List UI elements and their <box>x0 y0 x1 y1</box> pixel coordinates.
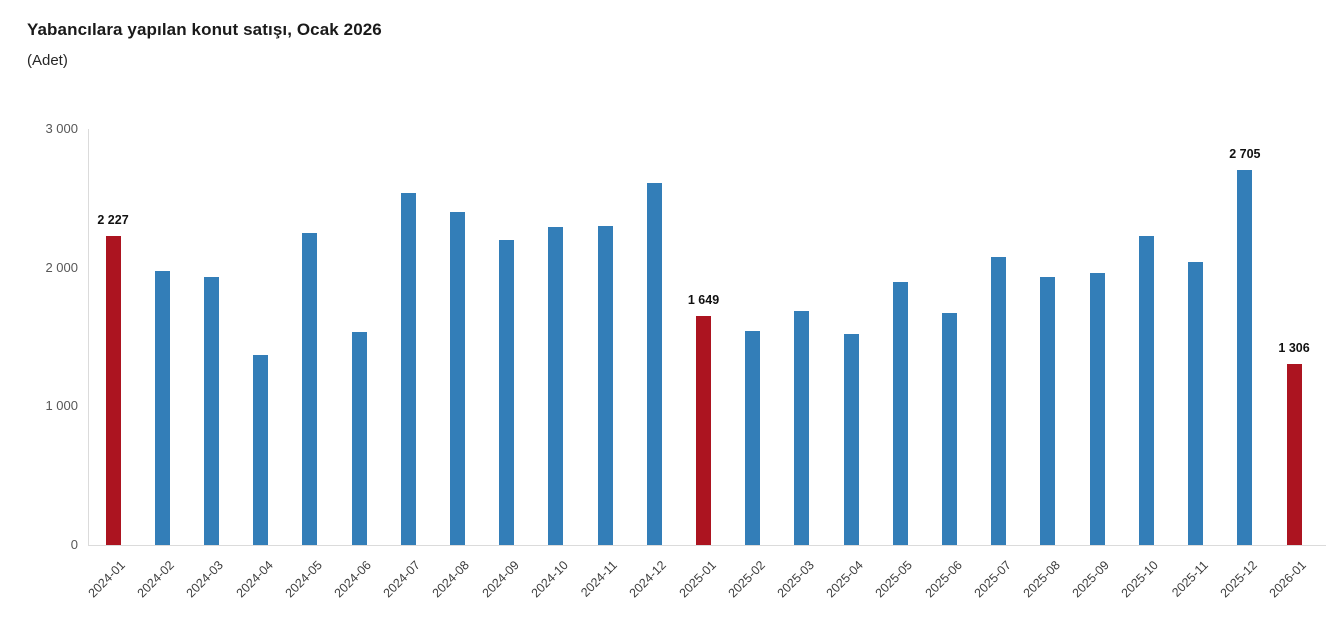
x-axis-tick-label: 2025-09 <box>1069 558 1113 601</box>
bar[interactable] <box>154 271 170 545</box>
x-axis-tick-label: 2024-08 <box>430 558 473 601</box>
x-axis-tick-label: 2025-11 <box>1168 558 1211 600</box>
x-axis-tick-label: 2025-08 <box>1020 558 1063 601</box>
x-axis-tick-label: 2025-10 <box>1118 558 1162 601</box>
bar[interactable] <box>1138 235 1154 545</box>
bar[interactable] <box>449 212 465 545</box>
bar[interactable] <box>1237 169 1253 545</box>
x-axis-baseline <box>88 545 1326 546</box>
bar[interactable] <box>597 226 613 545</box>
x-axis-tick-label: 2025-03 <box>774 558 817 601</box>
x-axis-tick-label: 2024-01 <box>85 558 128 601</box>
bar[interactable] <box>646 183 662 545</box>
x-axis-tick-label: 2026-01 <box>1266 558 1309 601</box>
bar[interactable] <box>105 236 121 545</box>
bar[interactable] <box>203 277 219 545</box>
x-axis-tick-label: 2025-04 <box>823 558 867 601</box>
bar[interactable] <box>942 313 958 545</box>
bar[interactable] <box>794 310 810 545</box>
y-axis-tick-label: 0 <box>70 537 78 552</box>
bar[interactable] <box>1286 363 1302 545</box>
bar[interactable] <box>745 330 761 545</box>
bar[interactable] <box>400 193 416 545</box>
y-axis-tick-label: 1 000 <box>45 398 78 414</box>
bar[interactable] <box>843 333 859 545</box>
bar-value-label: 2 227 <box>97 213 129 228</box>
x-axis-tick-label: 2024-02 <box>134 558 178 601</box>
bar[interactable] <box>1188 262 1204 545</box>
x-axis-tick-label: 2024-06 <box>331 558 374 601</box>
x-axis-tick-label: 2024-10 <box>528 558 571 601</box>
x-axis-tick-label: 2024-07 <box>380 558 424 601</box>
chart-subtitle: (Adet) <box>27 52 68 69</box>
bar-value-label: 1 306 <box>1278 340 1310 355</box>
y-axis-line <box>88 129 89 545</box>
bar[interactable] <box>548 227 564 545</box>
bar-value-label: 2 705 <box>1229 146 1261 161</box>
bar[interactable] <box>991 257 1007 545</box>
y-axis-tick-label: 2 000 <box>45 259 78 275</box>
x-axis-tick-label: 2025-01 <box>676 558 719 601</box>
y-axis-tick-label: 3 000 <box>45 121 78 136</box>
x-axis-tick-label: 2024-05 <box>282 558 325 601</box>
x-axis-tick-label: 2025-12 <box>1217 558 1260 601</box>
x-axis-tick-label: 2024-09 <box>479 558 522 601</box>
x-axis-tick-label: 2025-06 <box>922 558 965 601</box>
bar[interactable] <box>499 239 515 545</box>
x-axis-tick-label: 2025-05 <box>872 558 916 601</box>
bar[interactable] <box>696 316 712 545</box>
bar[interactable] <box>253 355 269 545</box>
x-axis-tick-label: 2024-12 <box>626 558 670 601</box>
x-axis-tick-label: 2024-04 <box>233 558 276 601</box>
x-axis-tick-label: 2025-07 <box>971 558 1014 601</box>
bar[interactable] <box>302 233 318 545</box>
bar[interactable] <box>1040 277 1056 545</box>
x-axis-tick-label: 2024-11 <box>578 558 620 600</box>
chart-title: Yabancılara yapılan konut satışı, Ocak 2… <box>27 20 382 39</box>
bar[interactable] <box>892 282 908 545</box>
x-axis-tick-label: 2025-02 <box>725 558 768 601</box>
bar[interactable] <box>351 332 367 545</box>
bar-value-label: 1 649 <box>687 293 720 308</box>
bar[interactable] <box>1089 272 1105 545</box>
x-axis-tick-label: 2024-03 <box>183 558 227 601</box>
